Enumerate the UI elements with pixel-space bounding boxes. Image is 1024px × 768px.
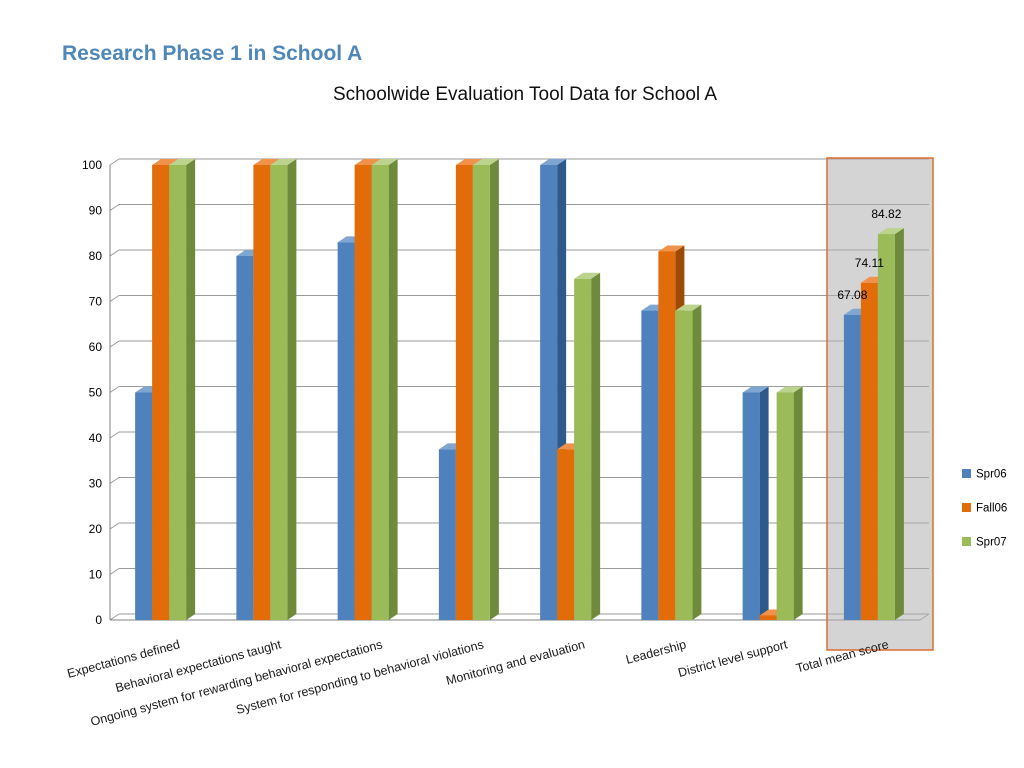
data-label: 84.82 [871,207,901,221]
gridline-wall [109,249,120,257]
bar-top-Spr07 [675,304,702,311]
bar-Spr07-6 [776,392,794,620]
x-category-label: District level support [677,637,790,680]
bar-Fall06-7 [860,282,878,620]
bar-top-Spr07 [169,159,196,165]
bar-Fall06-2 [354,165,372,620]
bar-top-Spr06 [742,386,769,393]
bar-top-Spr07 [371,159,398,165]
bar-Fall06-4 [557,449,575,620]
bar-top-Fall06 [658,245,685,252]
legend-label-Spr07: Spr07 [976,537,1007,549]
bar-top-Spr07 [472,159,499,165]
gridline-wall [109,295,120,302]
bar-side-Spr07 [894,228,904,620]
legend-label-Fall06: Fall06 [976,503,1007,515]
bar-Fall06-3 [455,165,473,620]
bar-top-Spr07 [877,228,904,235]
bar-Spr07-7 [877,234,895,620]
highlight-box-border [826,157,934,651]
gridline-wall [109,568,120,575]
bar-top-Spr06 [540,159,567,165]
x-category-label: Leadership [624,637,687,667]
chart-title: Schoolwide Evaluation Tool Data for Scho… [332,84,718,105]
data-label: 67.08 [837,288,867,302]
gridline-wall [109,204,120,211]
bar-top-Fall06 [354,159,381,165]
slide-title: Research Phase 1 in School A [62,42,363,65]
gridline-wall [109,158,120,166]
bar-Spr06-4 [540,165,558,620]
gridline-wall [109,431,120,439]
legend-label-Spr06: Spr06 [976,469,1007,481]
bar-Spr07-2 [371,165,389,620]
bar-top-Fall06 [455,159,482,165]
bar-Spr06-3 [438,449,456,620]
bar-Fall06-1 [253,165,271,620]
bar-top-Spr07 [270,159,297,165]
legend-swatch-Spr07 [962,537,971,546]
bar-Fall06-6 [759,615,777,620]
bar-side-Spr07 [489,159,499,620]
bar-Spr06-2 [337,242,355,620]
y-tick-label: 30 [89,477,103,491]
y-tick-label: 40 [89,431,103,445]
gridline-wall [109,477,120,484]
bar-Spr07-0 [169,165,187,620]
y-tick-label: 0 [95,613,102,627]
bar-side-Spr07 [186,159,196,620]
y-tick-label: 90 [89,204,103,218]
y-tick-label: 80 [89,249,103,263]
bar-Fall06-5 [658,251,676,620]
bar-top-Spr07 [574,272,601,279]
bar-Spr06-0 [135,392,153,620]
bar-Spr06-7 [843,314,861,620]
bar-top-Fall06 [152,159,179,165]
bar-side-Spr07 [388,159,398,620]
bar-Spr06-6 [742,392,760,620]
y-tick-label: 60 [89,340,103,354]
bar-side-Spr07 [692,304,702,620]
bar-Spr06-5 [641,310,659,620]
bar-Spr07-3 [472,165,490,620]
legend-swatch-Spr06 [962,469,971,478]
bar-Spr07-5 [675,310,693,620]
y-tick-label: 20 [89,522,103,536]
gridline-wall [109,613,120,621]
data-label: 74.11 [855,256,884,270]
bar-side-Spr06 [759,386,769,620]
bar-Spr06-1 [236,256,254,620]
bar-top-Fall06 [253,159,280,165]
bar-side-Spr07 [287,159,297,620]
bar-Fall06-0 [152,165,170,620]
bar-top-Spr07 [776,386,803,393]
y-tick-label: 70 [89,295,103,309]
y-tick-label: 50 [89,386,103,400]
gridline-wall [109,340,120,348]
gridline-wall [109,386,120,393]
bar-side-Spr07 [591,272,601,620]
y-tick-label: 100 [82,158,102,172]
bar-side-Spr07 [793,386,803,620]
gridline-wall [109,522,120,530]
y-tick-label: 10 [89,568,103,582]
bar-Spr07-1 [270,165,288,620]
legend-swatch-Fall06 [962,503,971,512]
bar-Spr07-4 [574,278,592,620]
